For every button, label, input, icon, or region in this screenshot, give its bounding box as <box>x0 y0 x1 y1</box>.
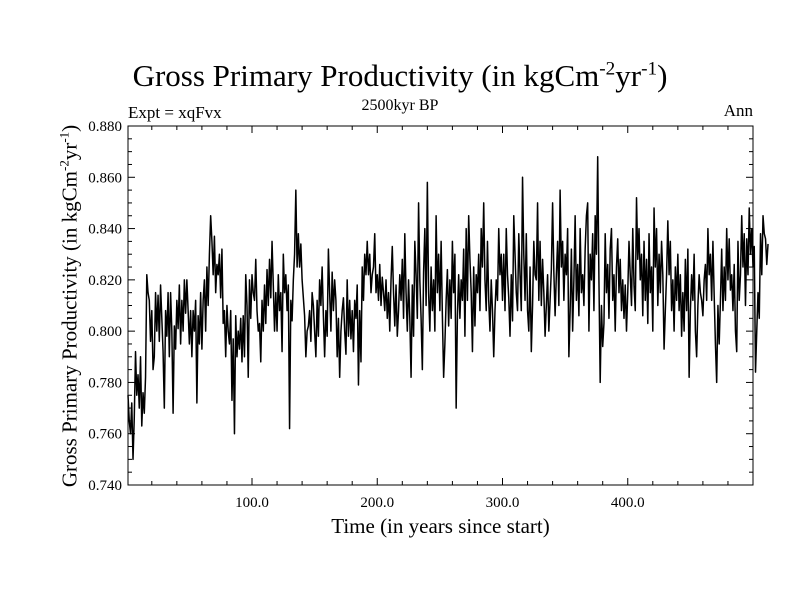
y-tick-label: 0.860 <box>88 170 122 186</box>
x-tick-label: 400.0 <box>611 495 645 511</box>
experiment-label: Expt = xqFvx <box>128 103 222 122</box>
y-tick-label: 0.840 <box>88 222 122 238</box>
chart-title: Gross Primary Productivity (in kgCm-2yr-… <box>132 58 668 93</box>
y-tick-label: 0.760 <box>88 427 122 443</box>
x-tick-label: 200.0 <box>360 495 394 511</box>
y-tick-label: 0.780 <box>88 375 122 391</box>
plot-frame <box>127 125 754 486</box>
y-tick-label: 0.740 <box>88 478 122 494</box>
chart-subtitle: 2500kyr BP <box>361 97 439 114</box>
x-axis-label: Time (in years since start) <box>331 514 550 538</box>
series-line-gpp <box>127 156 769 461</box>
y-tick-label: 0.800 <box>88 324 122 340</box>
y-tick-label: 0.880 <box>88 119 122 135</box>
x-tick-label: 300.0 <box>486 495 520 511</box>
season-label: Ann <box>723 101 753 120</box>
y-tick-label: 0.820 <box>88 273 122 289</box>
y-axis-label: Gross Primary Productivity (in kgCm-2yr-… <box>56 124 82 488</box>
x-tick-label: 100.0 <box>235 495 269 511</box>
